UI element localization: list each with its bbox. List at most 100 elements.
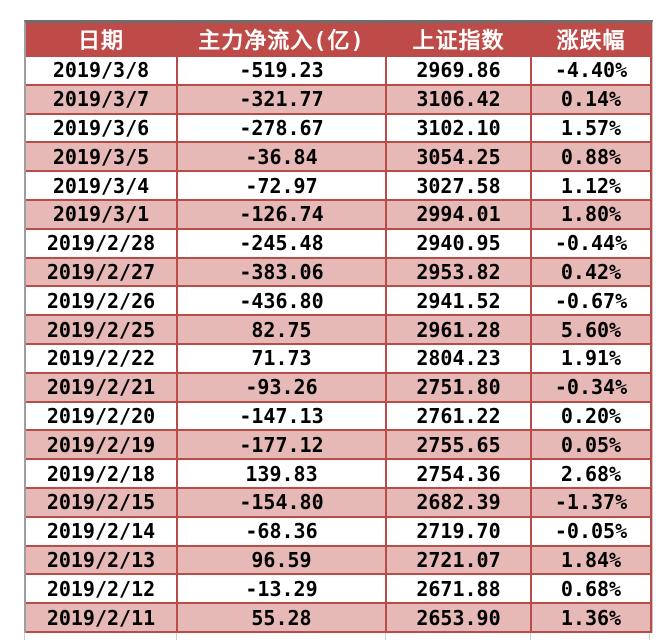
cell-sse-index: 2804.23 <box>387 344 532 374</box>
cell-date: 2019/2/18 <box>26 460 178 489</box>
header-row: 日期 主力净流入(亿) 上证指数 涨跌幅 <box>26 23 652 57</box>
table-row: 2019/2/14 -68.36 2719.70 -0.05% <box>26 517 652 547</box>
table-row: 2019/2/13 96.59 2721.07 1.84% <box>26 546 652 576</box>
cell-pct-change: 0.42% <box>532 258 652 288</box>
cell-sse-index: 3027.58 <box>387 172 532 201</box>
column-header-date: 日期 <box>26 23 178 57</box>
cell-net-inflow: -383.06 <box>178 258 387 288</box>
gridline-stub <box>530 632 531 640</box>
table-row: 2019/3/1 -126.74 2994.01 1.80% <box>26 200 652 230</box>
gridline-stub <box>24 632 25 640</box>
table-row: 2019/2/25 82.75 2961.28 5.60% <box>26 316 652 345</box>
table-row: 2019/2/18 139.83 2754.36 2.68% <box>26 460 652 489</box>
cell-sse-index: 2754.36 <box>387 460 532 489</box>
cell-date: 2019/3/5 <box>26 143 178 173</box>
cell-net-inflow: -245.48 <box>178 229 387 259</box>
cell-date: 2019/2/25 <box>26 316 178 345</box>
cell-net-inflow: -68.36 <box>178 517 387 547</box>
cell-pct-change: 0.20% <box>532 402 652 432</box>
table-row: 2019/3/6 -278.67 3102.10 1.57% <box>26 114 652 144</box>
cell-date: 2019/2/21 <box>26 373 178 403</box>
cell-date: 2019/3/1 <box>26 200 178 230</box>
table-row: 2019/2/28 -245.48 2940.95 -0.44% <box>26 229 652 259</box>
cell-date: 2019/3/8 <box>26 57 178 86</box>
cell-net-inflow: -436.80 <box>178 287 387 317</box>
cell-sse-index: 2969.86 <box>387 57 532 86</box>
cell-pct-change: -0.44% <box>532 229 652 259</box>
cell-sse-index: 2751.80 <box>387 373 532 403</box>
cell-net-inflow: -72.97 <box>178 172 387 201</box>
cell-pct-change: 0.14% <box>532 85 652 115</box>
cell-pct-change: -0.05% <box>532 517 652 547</box>
gridline-stub <box>176 632 177 640</box>
cell-sse-index: 2953.82 <box>387 258 532 288</box>
cell-date: 2019/2/12 <box>26 575 178 605</box>
column-header-pct-change: 涨跌幅 <box>532 23 652 57</box>
cell-net-inflow: -126.74 <box>178 200 387 230</box>
table-row: 2019/2/12 -13.29 2671.88 0.68% <box>26 575 652 605</box>
cell-sse-index: 2755.65 <box>387 431 532 461</box>
table-row: 2019/3/7 -321.77 3106.42 0.14% <box>26 85 652 115</box>
cell-sse-index: 2721.07 <box>387 546 532 576</box>
cell-net-inflow: 139.83 <box>178 460 387 489</box>
stock-flow-table: 日期 主力净流入(亿) 上证指数 涨跌幅 2019/3/8 -519.23 2969… <box>24 20 653 633</box>
gridline-stub <box>649 632 650 640</box>
table-row: 2019/2/21 -93.26 2751.80 -0.34% <box>26 373 652 403</box>
cell-pct-change: -4.40% <box>532 57 652 86</box>
gridline-stub <box>385 632 386 640</box>
cell-net-inflow: -154.80 <box>178 488 387 518</box>
cell-sse-index: 2941.52 <box>387 287 532 317</box>
cell-pct-change: 1.91% <box>532 344 652 374</box>
cell-date: 2019/2/20 <box>26 402 178 432</box>
cell-net-inflow: -147.13 <box>178 402 387 432</box>
cell-pct-change: 0.68% <box>532 575 652 605</box>
cell-pct-change: 1.80% <box>532 200 652 230</box>
cell-date: 2019/3/4 <box>26 172 178 201</box>
cell-pct-change: 1.57% <box>532 114 652 144</box>
cell-net-inflow: 55.28 <box>178 604 387 633</box>
table-row: 2019/2/20 -147.13 2761.22 0.20% <box>26 402 652 432</box>
cell-date: 2019/2/14 <box>26 517 178 547</box>
table-row: 2019/3/5 -36.84 3054.25 0.88% <box>26 143 652 173</box>
cell-sse-index: 2761.22 <box>387 402 532 432</box>
stock-flow-table-wrap: 日期 主力净流入(亿) 上证指数 涨跌幅 2019/3/8 -519.23 2969… <box>24 20 653 642</box>
cell-net-inflow: 82.75 <box>178 316 387 345</box>
cell-net-inflow: 96.59 <box>178 546 387 576</box>
cell-pct-change: 1.36% <box>532 604 652 633</box>
table-row: 2019/2/27 -383.06 2953.82 0.42% <box>26 258 652 288</box>
table-row: 2019/2/11 55.28 2653.90 1.36% <box>26 604 652 633</box>
cell-sse-index: 2961.28 <box>387 316 532 345</box>
cell-sse-index: 3106.42 <box>387 85 532 115</box>
table-row: 2019/2/22 71.73 2804.23 1.91% <box>26 344 652 374</box>
cell-pct-change: 0.88% <box>532 143 652 173</box>
cell-net-inflow: 71.73 <box>178 344 387 374</box>
cell-sse-index: 2653.90 <box>387 604 532 633</box>
cell-pct-change: 5.60% <box>532 316 652 345</box>
cell-date: 2019/2/19 <box>26 431 178 461</box>
cell-net-inflow: -13.29 <box>178 575 387 605</box>
cell-pct-change: -0.67% <box>532 287 652 317</box>
cell-pct-change: 1.12% <box>532 172 652 201</box>
table-row: 2019/2/15 -154.80 2682.39 -1.37% <box>26 488 652 518</box>
cell-pct-change: 0.05% <box>532 431 652 461</box>
cell-pct-change: -0.34% <box>532 373 652 403</box>
table-header: 日期 主力净流入(亿) 上证指数 涨跌幅 <box>26 23 652 57</box>
cell-date: 2019/2/27 <box>26 258 178 288</box>
cell-date: 2019/3/7 <box>26 85 178 115</box>
cell-date: 2019/2/13 <box>26 546 178 576</box>
table-row: 2019/3/4 -72.97 3027.58 1.12% <box>26 172 652 201</box>
table-row: 2019/3/8 -519.23 2969.86 -4.40% <box>26 57 652 86</box>
cell-date: 2019/3/6 <box>26 114 178 144</box>
cell-net-inflow: -36.84 <box>178 143 387 173</box>
cell-sse-index: 2682.39 <box>387 488 532 518</box>
cell-sse-index: 3102.10 <box>387 114 532 144</box>
cell-sse-index: 2940.95 <box>387 229 532 259</box>
cell-sse-index: 2671.88 <box>387 575 532 605</box>
column-header-sse-index: 上证指数 <box>387 23 532 57</box>
cell-net-inflow: -93.26 <box>178 373 387 403</box>
cell-date: 2019/2/26 <box>26 287 178 317</box>
cell-date: 2019/2/22 <box>26 344 178 374</box>
cell-net-inflow: -177.12 <box>178 431 387 461</box>
cell-date: 2019/2/11 <box>26 604 178 633</box>
cell-net-inflow: -278.67 <box>178 114 387 144</box>
